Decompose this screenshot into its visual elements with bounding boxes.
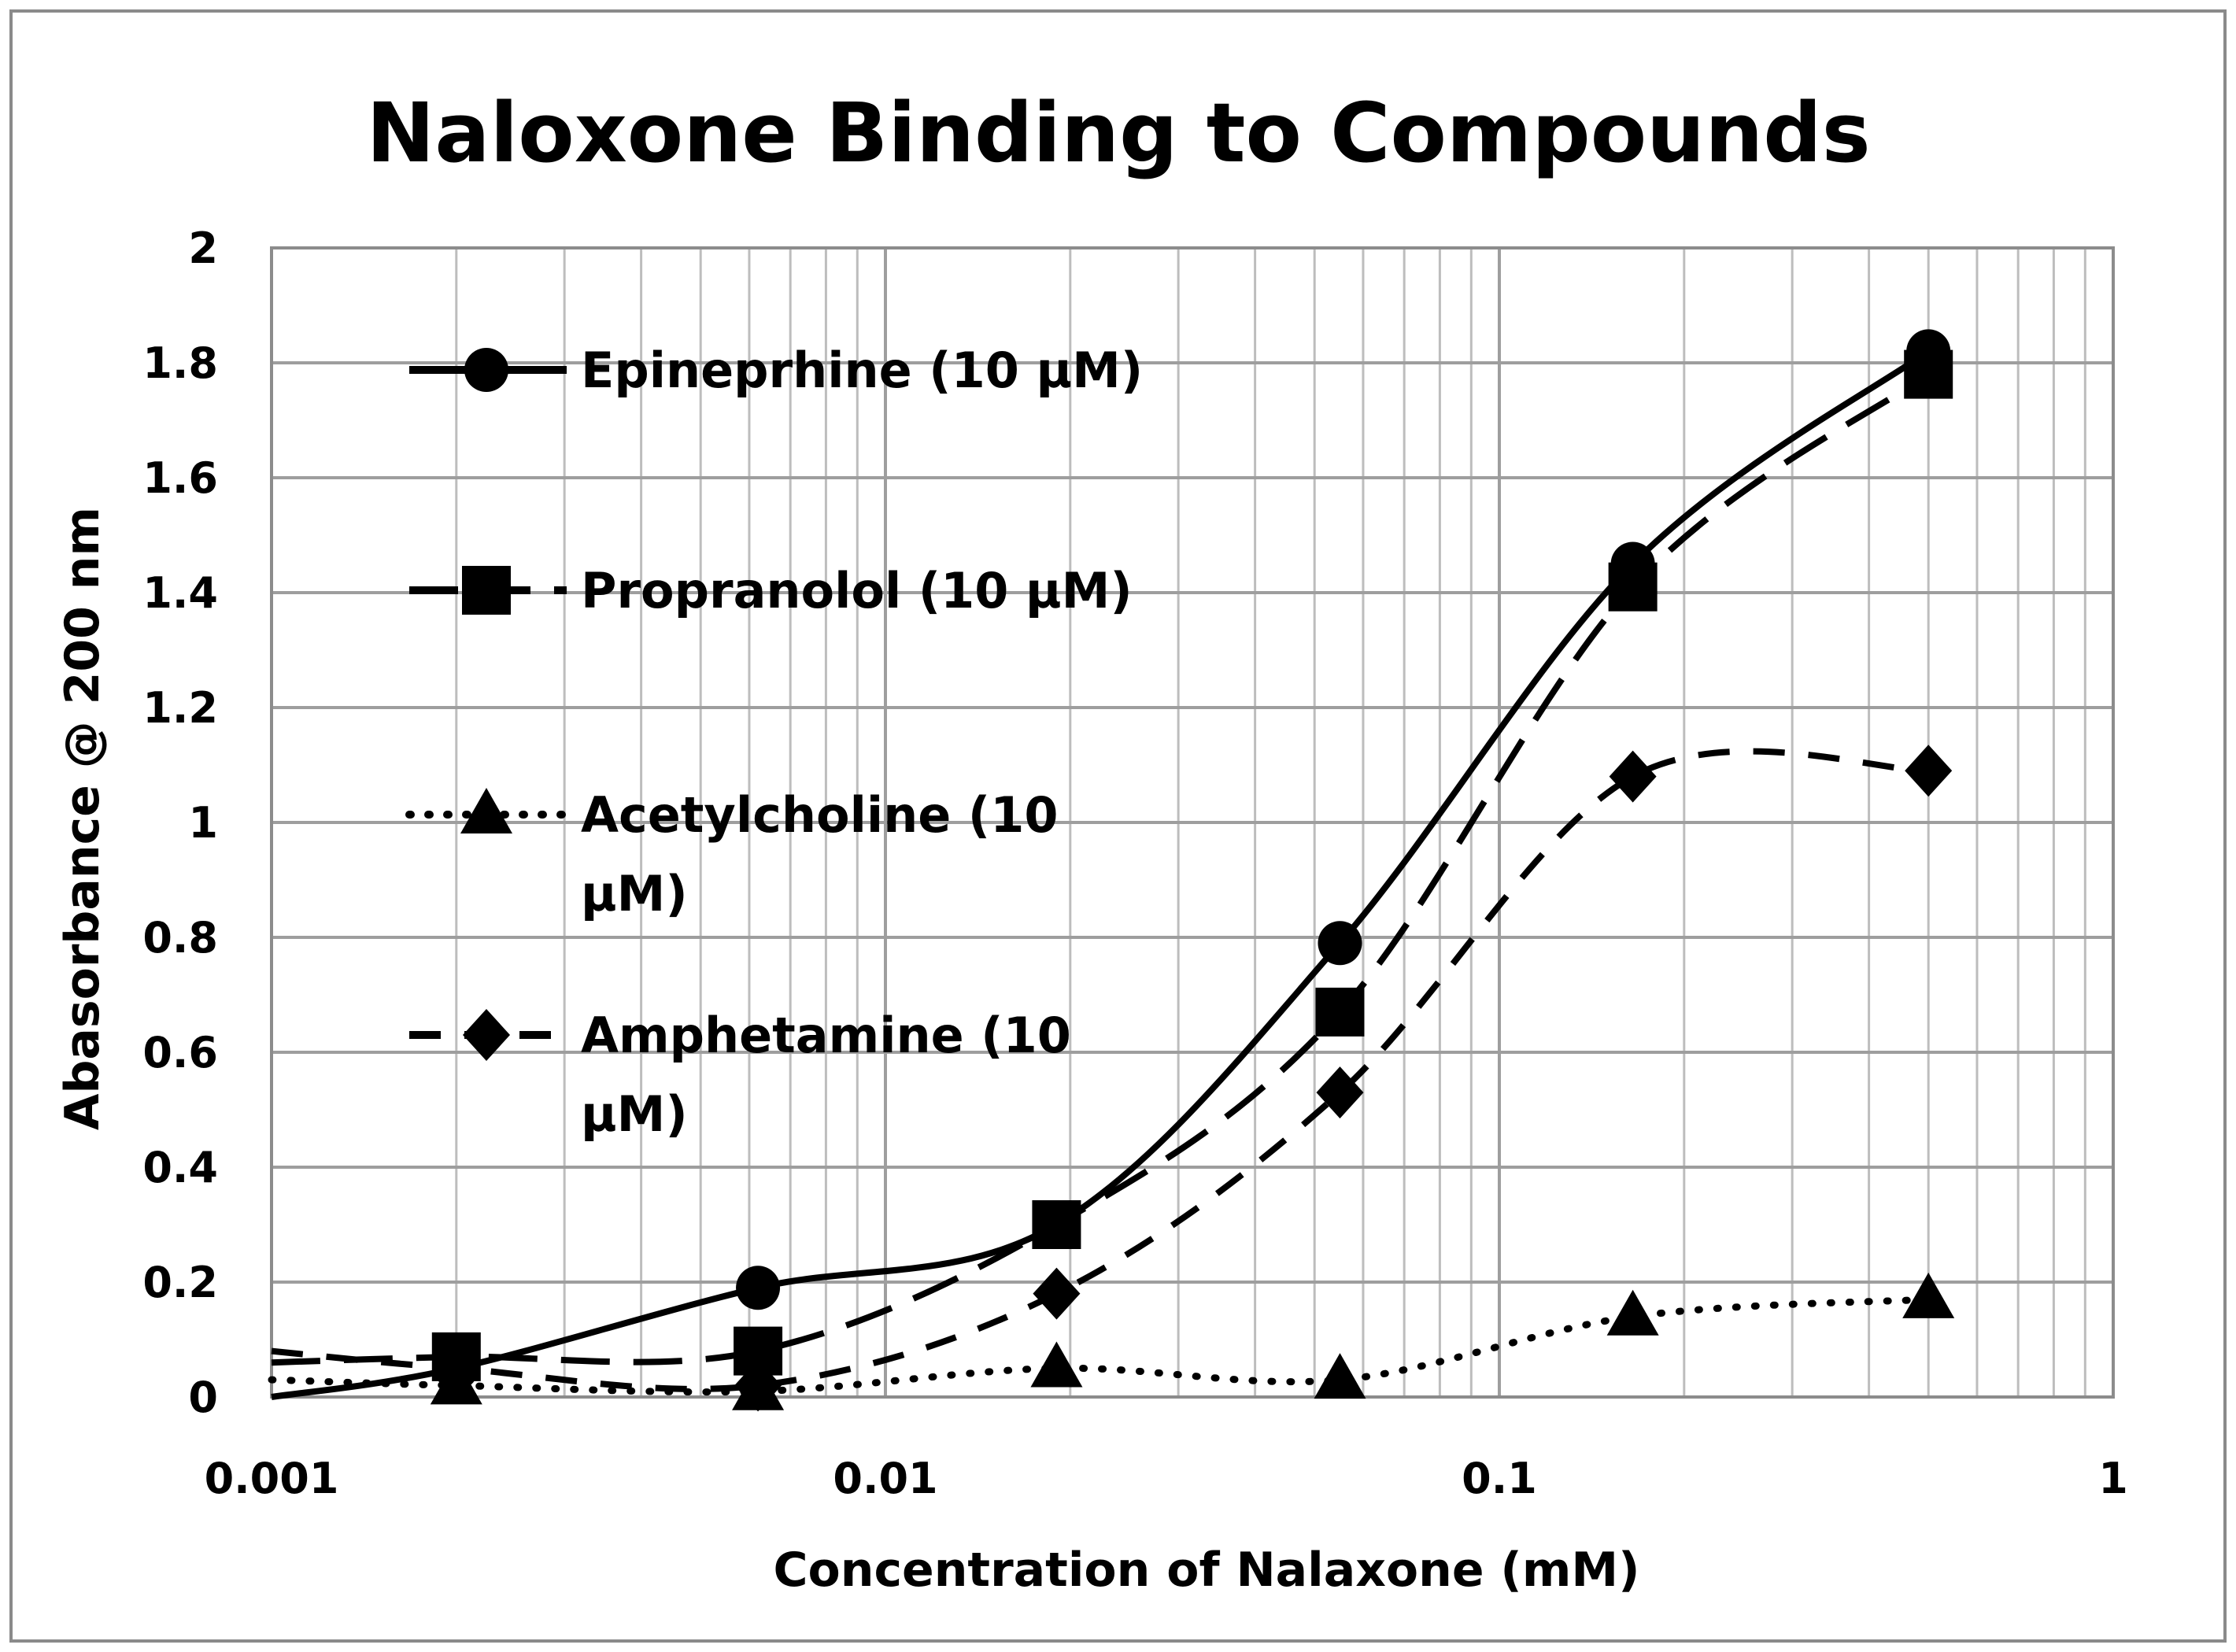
data-point-series-3	[1316, 1066, 1364, 1119]
data-point-series-2	[1314, 1353, 1366, 1399]
legend-label-3: Amphetamine (10	[581, 1007, 1071, 1064]
y-axis-label: Abasorbance @ 200 nm	[55, 507, 110, 1130]
legend-marker-3	[463, 1009, 510, 1061]
data-point-series-3	[1609, 750, 1657, 803]
legend-marker-0	[464, 348, 508, 392]
data-point-series-3	[734, 1359, 782, 1412]
data-point-series-2	[1030, 1341, 1083, 1388]
data-point-series-1	[1032, 1200, 1081, 1249]
legend-label-2: Acetylcholine (10	[581, 786, 1058, 844]
x-tick-label: 1	[2098, 1454, 2128, 1503]
chart-title: Naloxone Binding to Compounds	[366, 85, 1870, 181]
y-tick-label: 1.2	[142, 683, 218, 733]
legend: Epineprhine (10 µM) Propranolol (10 µM) Ac…	[405, 342, 1143, 1143]
y-tick-label: 0	[188, 1373, 218, 1422]
data-point-series-0	[736, 1266, 781, 1310]
y-tick-label: 1	[188, 798, 218, 848]
legend-marker-2	[460, 788, 512, 833]
data-point-series-2	[1606, 1289, 1659, 1336]
y-tick-label: 0.8	[142, 913, 218, 963]
data-point-series-3	[1033, 1267, 1081, 1320]
y-tick-label: 0.4	[142, 1143, 218, 1192]
legend-label-0: Epineprhine (10 µM)	[581, 342, 1143, 399]
y-axis-tick-labels: 0 0.2 0.4 0.6 0.8 1 1.2 1.4 1.6 1.8 2	[142, 224, 218, 1422]
x-tick-label: 0.001	[205, 1454, 339, 1503]
data-point-series-1	[1904, 349, 1953, 399]
legend-label-1: Propranolol (10 µM)	[581, 562, 1133, 619]
data-point-series-2	[1902, 1272, 1955, 1318]
y-tick-label: 0.6	[142, 1028, 218, 1077]
legend-marker-1	[462, 566, 511, 615]
series-line-3	[271, 748, 1929, 1392]
x-axis-label: Concentration of Nalaxone (mM)	[773, 1543, 1639, 1598]
data-point-series-1	[1608, 562, 1658, 612]
legend-label-2: µM)	[581, 865, 688, 922]
y-tick-label: 2	[188, 224, 218, 273]
data-point-series-0	[1318, 921, 1362, 966]
y-tick-label: 1.8	[142, 338, 218, 388]
x-axis-tick-labels: 0.001 0.01 0.1 1	[205, 1454, 2128, 1503]
x-tick-label: 0.1	[1462, 1454, 1537, 1503]
x-tick-label: 0.01	[833, 1454, 937, 1503]
data-point-series-3	[432, 1342, 480, 1395]
y-tick-label: 1.4	[142, 568, 218, 618]
y-tick-label: 0.2	[142, 1258, 218, 1307]
data-point-series-1	[1315, 987, 1365, 1037]
plot-area-border	[270, 246, 2115, 1399]
y-tick-label: 1.6	[142, 453, 218, 503]
data-point-series-3	[1905, 745, 1953, 797]
series-markers	[430, 329, 1955, 1412]
legend-label-3: µM)	[581, 1085, 688, 1143]
